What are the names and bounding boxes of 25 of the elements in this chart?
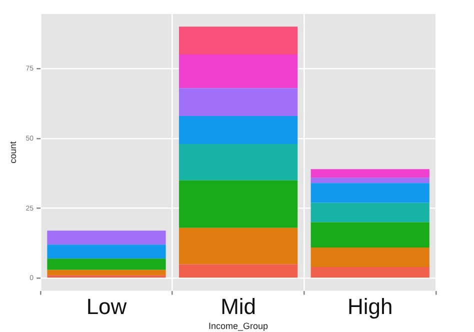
bar <box>310 222 430 248</box>
bar <box>178 54 298 88</box>
bar <box>178 228 298 264</box>
bar <box>47 275 166 278</box>
bar <box>178 144 298 180</box>
bar <box>178 116 298 144</box>
bar <box>47 270 166 276</box>
bar <box>47 244 166 259</box>
bar <box>47 258 166 270</box>
bar <box>310 202 430 222</box>
bar <box>310 178 430 184</box>
x-tick-label: High <box>347 294 393 320</box>
bar <box>178 264 298 278</box>
bar <box>178 88 298 116</box>
bar <box>310 183 430 203</box>
x-tick-label: Mid <box>220 294 256 320</box>
x-axis-title: Income_Group <box>208 321 268 332</box>
bar <box>310 169 430 178</box>
bar <box>47 230 166 245</box>
bar <box>178 180 298 228</box>
x-tick-label: Low <box>86 294 127 320</box>
bar <box>310 267 430 278</box>
bar <box>178 26 298 55</box>
bar <box>310 247 430 268</box>
y-axis-title: count <box>8 140 18 164</box>
